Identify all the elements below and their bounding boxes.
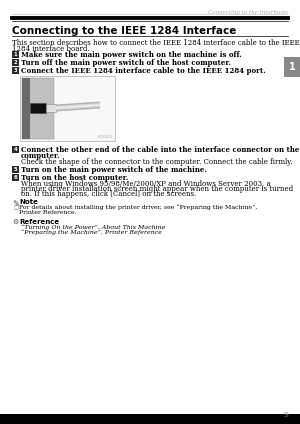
Text: For details about installing the printer driver, see “Preparing the Machine”,: For details about installing the printer… [19,205,257,210]
Text: Note: Note [19,199,38,205]
Text: 9: 9 [283,411,288,419]
Text: on. If this happens, click [Cancel] on the screens.: on. If this happens, click [Cancel] on t… [21,190,196,198]
Text: ECS001: ECS001 [98,135,113,139]
Text: Connect the IEEE 1284 interface cable to the IEEE 1284 port.: Connect the IEEE 1284 interface cable to… [21,67,266,75]
Text: ✎: ✎ [12,199,19,208]
Bar [22,78,54,139]
Text: Connecting to the Interfaces: Connecting to the Interfaces [208,10,288,15]
Text: ⚙: ⚙ [12,219,18,225]
Bar [12,51,19,58]
Text: 1: 1 [14,52,17,57]
Text: 4: 4 [14,147,17,152]
Text: 1: 1 [289,62,296,72]
Text: Turn on the host computer.: Turn on the host computer. [21,174,128,182]
Bar [284,57,300,77]
Text: Turn on the main power switch of the machine.: Turn on the main power switch of the mac… [21,166,207,174]
Bar [12,67,19,74]
Text: Make sure the main power switch on the machine is off.: Make sure the main power switch on the m… [21,51,242,59]
Bar [12,166,19,173]
Text: 1284 interface board.: 1284 interface board. [12,45,90,53]
Text: computer.: computer. [21,152,61,160]
Bar [12,59,19,66]
Text: 2: 2 [14,60,17,65]
Text: “Turning On the Power”, About This Machine: “Turning On the Power”, About This Machi… [21,225,165,230]
Text: Reference: Reference [19,219,59,225]
Text: When using Windows 95/98/Me/2000/XP and Windows Server 2003, a: When using Windows 95/98/Me/2000/XP and … [21,180,271,188]
Bar [0,414,300,424]
Bar [30,103,46,113]
Text: Turn off the main power switch of the host computer.: Turn off the main power switch of the ho… [21,59,231,67]
Text: printer driver installation screen might appear when the computer is turned: printer driver installation screen might… [21,185,293,193]
Text: “Preparing the Machine”, Printer Reference: “Preparing the Machine”, Printer Referen… [21,230,162,235]
Bar [12,146,19,153]
Text: Printer Reference.: Printer Reference. [19,210,76,215]
Text: This section describes how to connect the IEEE 1284 interface cable to the IEEE: This section describes how to connect th… [12,39,300,47]
Bar [20,76,115,141]
Text: Connecting to the IEEE 1284 Interface: Connecting to the IEEE 1284 Interface [12,26,236,36]
Bar [12,174,19,181]
Bar [22,78,30,139]
Text: 3: 3 [14,68,17,73]
Text: Connect the other end of the cable into the interface connector on the host: Connect the other end of the cable into … [21,146,300,154]
Bar [46,104,56,112]
Text: 6: 6 [14,175,17,180]
Text: Check the shape of the connector to the computer. Connect the cable firmly.: Check the shape of the connector to the … [21,158,292,166]
Text: □: □ [14,205,19,210]
Text: 5: 5 [14,167,17,172]
